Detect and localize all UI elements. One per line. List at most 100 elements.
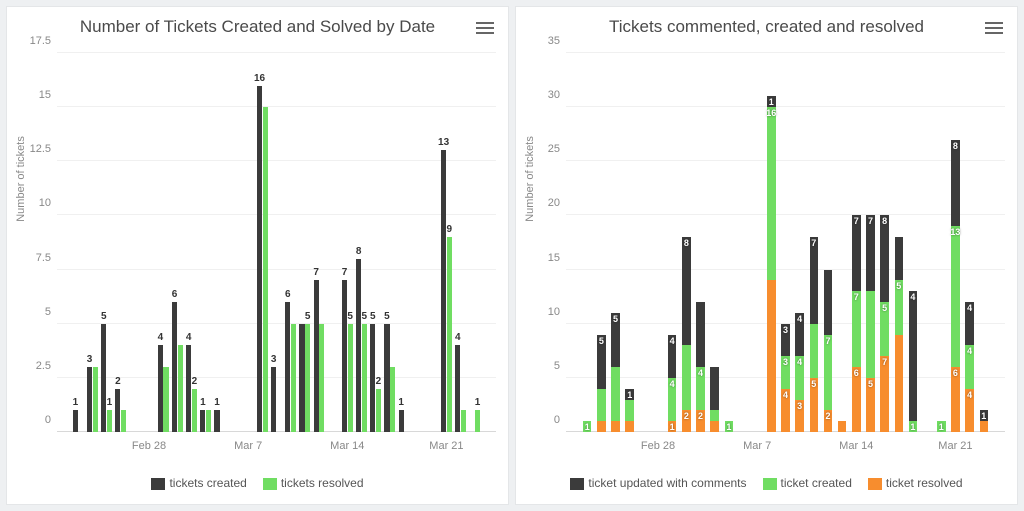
bar-resolved[interactable] — [192, 389, 197, 432]
hamburger-menu-icon[interactable] — [985, 19, 1003, 33]
stacked-bar[interactable]: 677 — [852, 215, 860, 432]
segment-created[interactable] — [710, 410, 718, 421]
bar-resolved[interactable] — [461, 410, 466, 432]
segment-created[interactable] — [682, 345, 690, 410]
bar-resolved[interactable] — [376, 389, 381, 432]
bar-resolved[interactable] — [178, 345, 183, 432]
hamburger-menu-icon[interactable] — [476, 19, 494, 33]
segment-resolved[interactable] — [611, 421, 619, 432]
segment-resolved[interactable] — [767, 280, 775, 432]
bar-resolved[interactable] — [206, 410, 211, 432]
stacked-bar[interactable]: 444 — [965, 302, 973, 432]
stacked-bar[interactable]: 28 — [682, 237, 690, 432]
bar-resolved[interactable] — [93, 367, 98, 432]
bar-resolved[interactable] — [263, 107, 268, 432]
segment-created[interactable] — [767, 107, 775, 280]
segment-commented[interactable] — [880, 215, 888, 302]
segment-commented[interactable] — [909, 291, 917, 421]
stacked-bar[interactable]: 144 — [668, 335, 676, 432]
bar-created[interactable] — [214, 410, 219, 432]
segment-commented[interactable] — [824, 270, 832, 335]
stacked-bar[interactable]: 5 — [895, 237, 903, 432]
segment-created[interactable] — [611, 367, 619, 421]
legend-item[interactable]: ticket updated with comments — [570, 476, 746, 490]
segment-created[interactable] — [951, 226, 959, 367]
bar-created[interactable] — [257, 86, 262, 433]
legend-item[interactable]: tickets created — [151, 476, 246, 490]
segment-commented[interactable] — [682, 237, 690, 345]
stacked-bar[interactable]: 57 — [866, 215, 874, 432]
segment-commented[interactable] — [951, 140, 959, 227]
segment-commented[interactable] — [810, 237, 818, 324]
segment-created[interactable] — [597, 389, 605, 421]
segment-resolved[interactable] — [710, 421, 718, 432]
segment-resolved[interactable] — [895, 335, 903, 432]
segment-created[interactable] — [625, 400, 633, 422]
bar-created[interactable] — [342, 280, 347, 432]
bar-resolved[interactable] — [362, 324, 367, 432]
bar-created[interactable] — [299, 324, 304, 432]
bar-resolved[interactable] — [319, 324, 324, 432]
bar-resolved[interactable] — [390, 367, 395, 432]
stacked-bar[interactable]: 758 — [880, 215, 888, 432]
stacked-bar[interactable]: 6138 — [951, 140, 959, 432]
segment-resolved[interactable] — [980, 421, 988, 432]
bar-resolved[interactable] — [348, 324, 353, 432]
legend-item[interactable]: tickets resolved — [263, 476, 364, 490]
stacked-bar[interactable]: 1 — [980, 410, 988, 432]
legend-item[interactable]: ticket resolved — [868, 476, 963, 490]
bar-created[interactable] — [101, 324, 106, 432]
stacked-bar[interactable]: 1 — [725, 421, 733, 432]
bar-created[interactable] — [115, 389, 120, 432]
segment-commented[interactable] — [852, 215, 860, 291]
bar-created[interactable] — [73, 410, 78, 432]
stacked-bar[interactable]: 1 — [583, 421, 591, 432]
stacked-bar[interactable]: 27 — [824, 270, 832, 432]
segment-resolved[interactable] — [597, 421, 605, 432]
segment-created[interactable] — [824, 335, 832, 411]
segment-commented[interactable] — [710, 367, 718, 410]
stacked-bar[interactable] — [710, 367, 718, 432]
segment-commented[interactable] — [895, 237, 903, 280]
bar-resolved[interactable] — [121, 410, 126, 432]
bar-resolved[interactable] — [291, 324, 296, 432]
stacked-bar[interactable]: 57 — [810, 237, 818, 432]
segment-commented[interactable] — [866, 215, 874, 291]
stacked-bar[interactable]: 14 — [909, 291, 917, 432]
stacked-bar[interactable]: 5 — [597, 335, 605, 432]
stacked-bar[interactable]: 161 — [767, 96, 775, 432]
bar-resolved[interactable] — [447, 237, 452, 432]
segment-created[interactable] — [852, 291, 860, 367]
stacked-bar[interactable]: 344 — [795, 313, 803, 432]
bar-created[interactable] — [285, 302, 290, 432]
legend-item[interactable]: ticket created — [763, 476, 852, 490]
stacked-bar[interactable]: 24 — [696, 302, 704, 432]
stacked-bar[interactable]: 433 — [781, 324, 789, 432]
segment-created[interactable] — [810, 324, 818, 378]
bar-created[interactable] — [455, 345, 460, 432]
bar-created[interactable] — [441, 150, 446, 432]
segment-commented[interactable] — [696, 302, 704, 367]
bar-created[interactable] — [87, 367, 92, 432]
bar-created[interactable] — [271, 367, 276, 432]
segment-resolved[interactable] — [880, 356, 888, 432]
bar-created[interactable] — [314, 280, 319, 432]
segment-created[interactable] — [866, 291, 874, 378]
bar-resolved[interactable] — [107, 410, 112, 432]
stacked-bar[interactable]: 5 — [611, 313, 619, 432]
segment-resolved[interactable] — [625, 421, 633, 432]
bar-created[interactable] — [399, 410, 404, 432]
bar-created[interactable] — [158, 345, 163, 432]
bar-created[interactable] — [172, 302, 177, 432]
segment-resolved[interactable] — [838, 421, 846, 432]
bar-resolved[interactable] — [475, 410, 480, 432]
bar-created[interactable] — [186, 345, 191, 432]
stacked-bar[interactable]: 1 — [937, 421, 945, 432]
bar-created[interactable] — [356, 259, 361, 432]
stacked-bar[interactable]: 1 — [625, 389, 633, 432]
bar-resolved[interactable] — [305, 324, 310, 432]
bar-created[interactable] — [200, 410, 205, 432]
bar-created[interactable] — [384, 324, 389, 432]
bar-created[interactable] — [370, 324, 375, 432]
bar-resolved[interactable] — [163, 367, 168, 432]
